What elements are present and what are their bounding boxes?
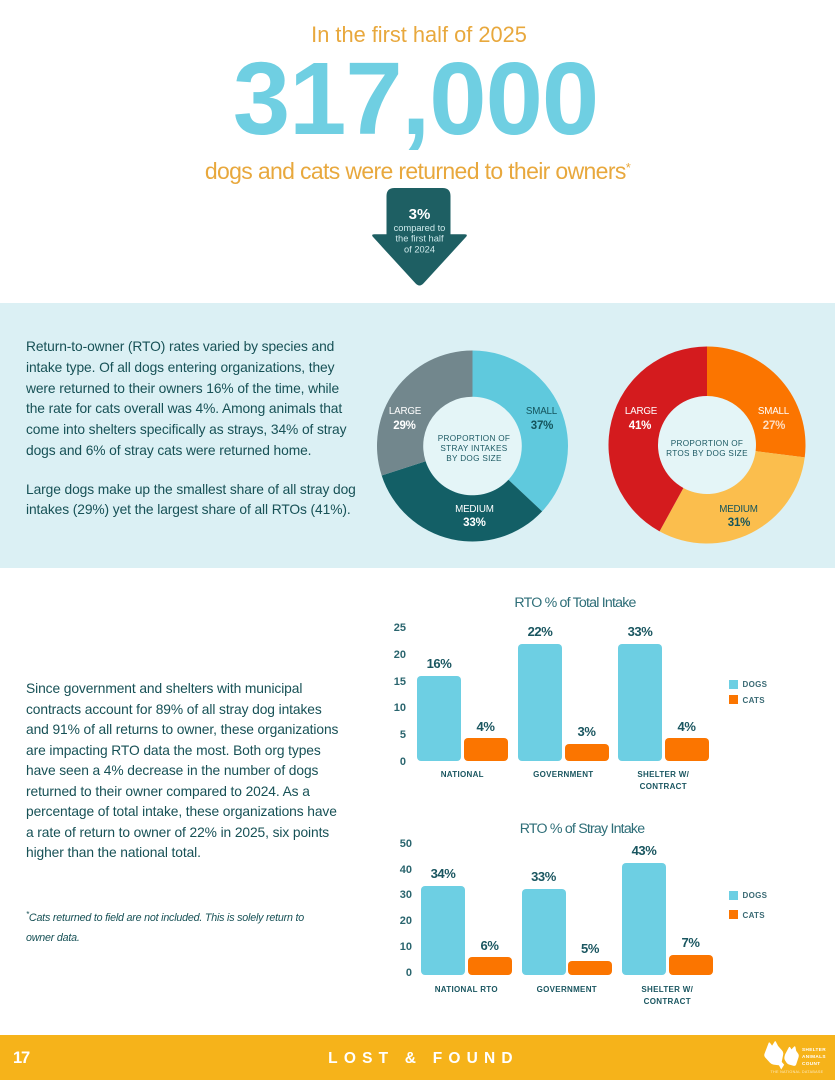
svg-text:the first half: the first half <box>395 234 443 244</box>
svg-text:of 2024: of 2024 <box>404 245 435 255</box>
svg-text:THE NATIONAL DATABASE: THE NATIONAL DATABASE <box>771 1070 824 1074</box>
svg-text:COUNT: COUNT <box>802 1061 820 1066</box>
svg-text:3%: 3% <box>409 206 431 223</box>
svg-text:ANIMALS: ANIMALS <box>802 1054 826 1059</box>
svg-text:compared to: compared to <box>394 223 446 233</box>
svg-text:SHELTER: SHELTER <box>802 1047 826 1052</box>
